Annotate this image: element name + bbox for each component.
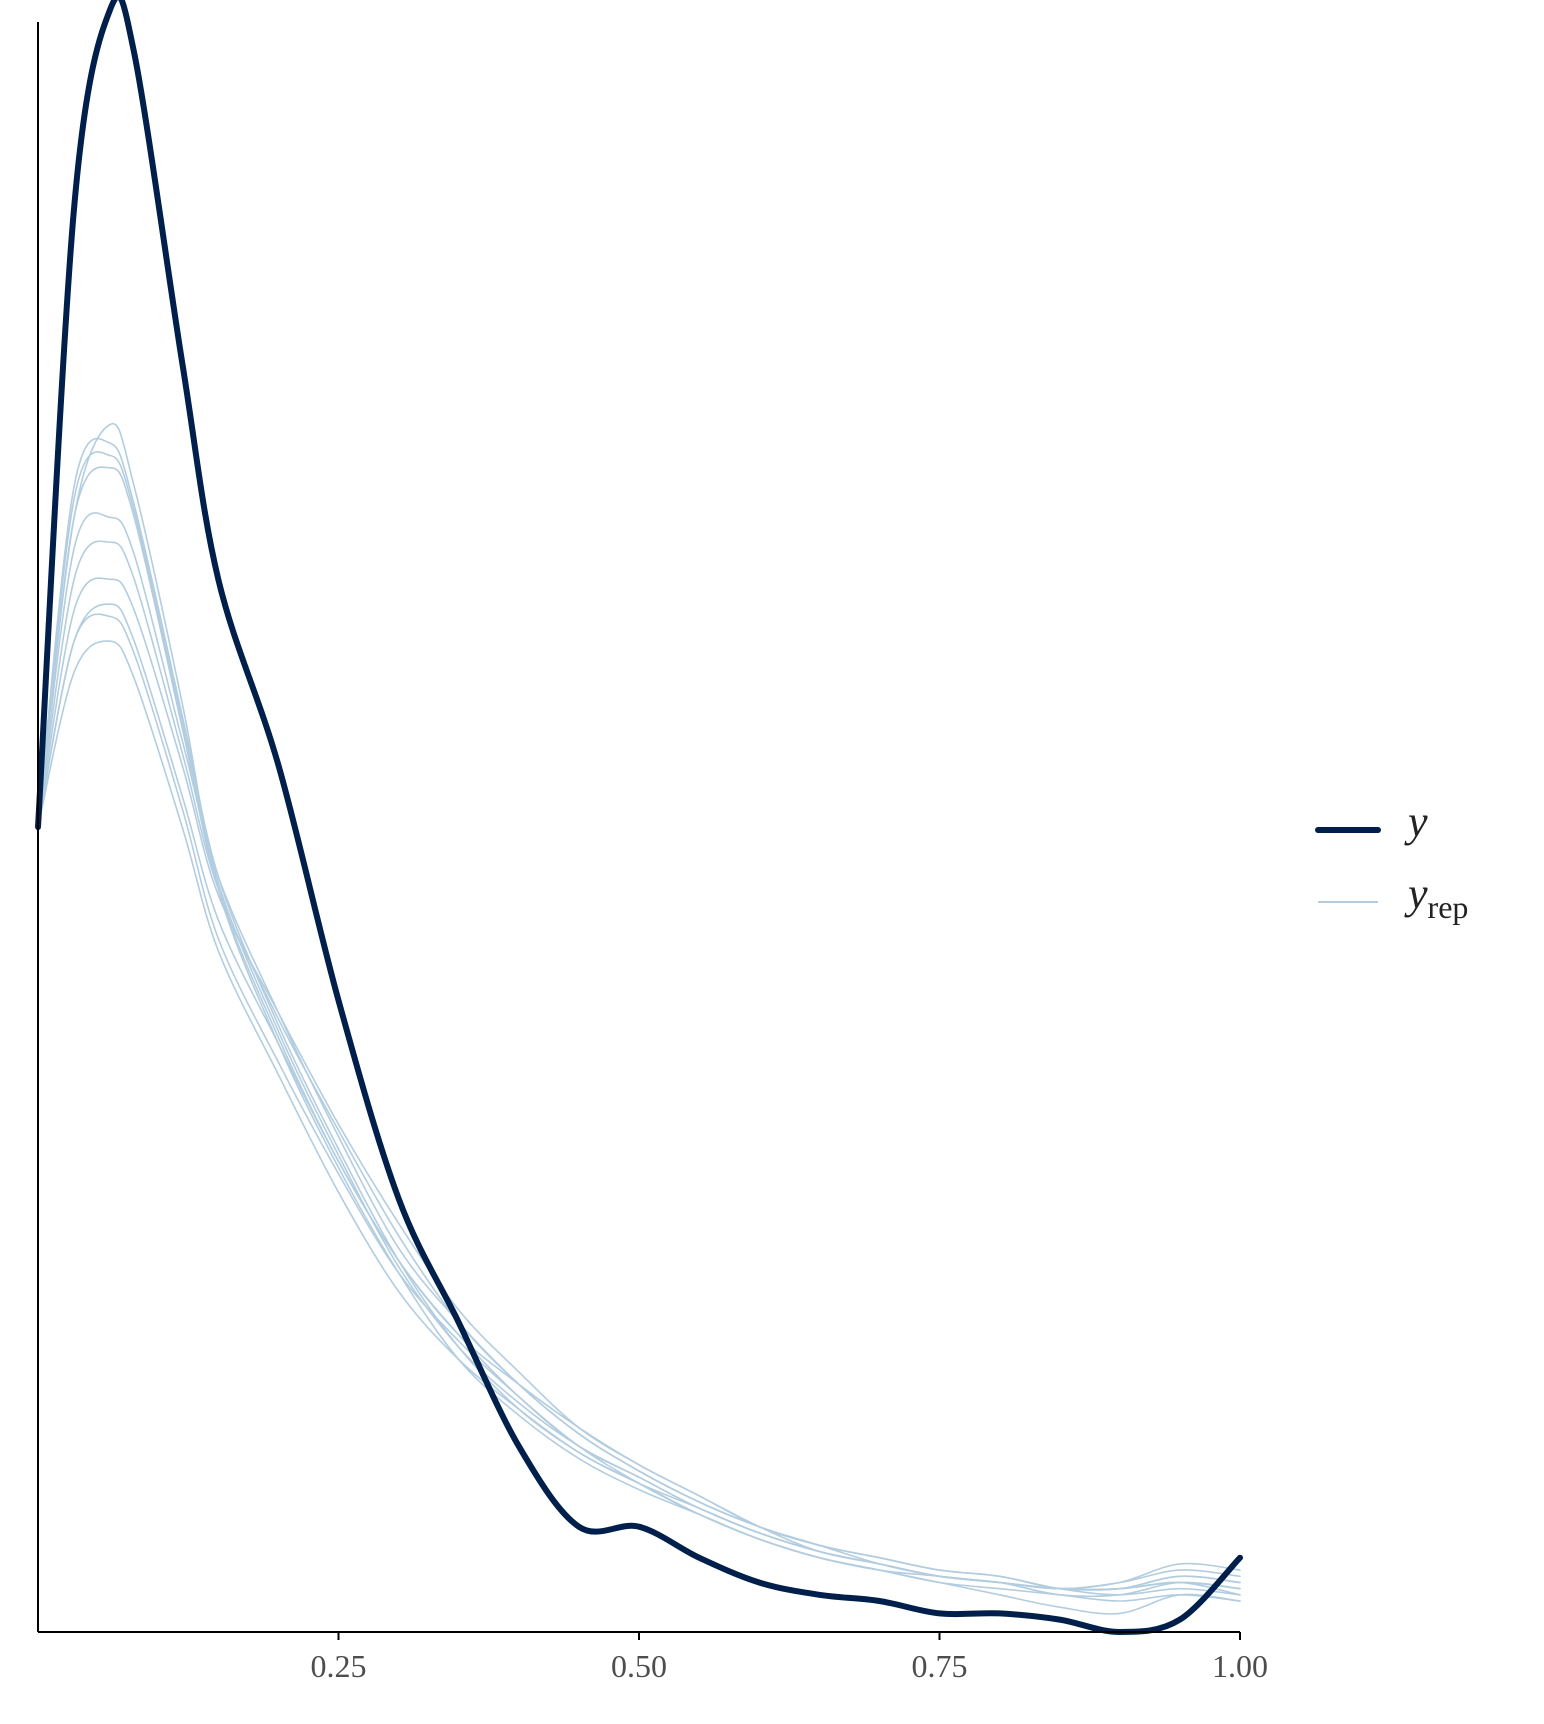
yrep-density-line-8 — [37, 613, 1241, 1602]
yrep-series-group — [37, 422, 1241, 1615]
yrep-density-line-1 — [37, 422, 1241, 1590]
yrep-density-line-7 — [37, 577, 1241, 1596]
plot-area — [35, 0, 1243, 1635]
legend-y-label: y — [1404, 797, 1428, 846]
yrep-density-line-9 — [37, 603, 1241, 1590]
yrep-density-line-3 — [37, 466, 1241, 1598]
y-series-group — [35, 0, 1243, 1635]
legend-yrep-label: yrep — [1404, 869, 1468, 925]
yrep-density-line-5 — [37, 512, 1241, 1591]
legend-yrep-subscript: rep — [1428, 889, 1469, 925]
legend: y yrep — [1315, 797, 1468, 925]
x-tick-label: 1.00 — [1212, 1648, 1268, 1684]
yrep-density-line-6 — [37, 540, 1241, 1596]
x-tick-label: 0.50 — [611, 1648, 667, 1684]
legend-yrep-main: y — [1404, 869, 1428, 918]
x-axis-ticks: 0.25 0.50 0.75 1.00 — [311, 1632, 1268, 1684]
yrep-density-line-2 — [37, 437, 1241, 1591]
x-tick-label: 0.25 — [311, 1648, 367, 1684]
x-tick-label: 0.75 — [912, 1648, 968, 1684]
yrep-density-line-4 — [37, 451, 1241, 1591]
y-density-line — [35, 0, 1243, 1635]
yrep-density-line-10 — [37, 640, 1241, 1615]
